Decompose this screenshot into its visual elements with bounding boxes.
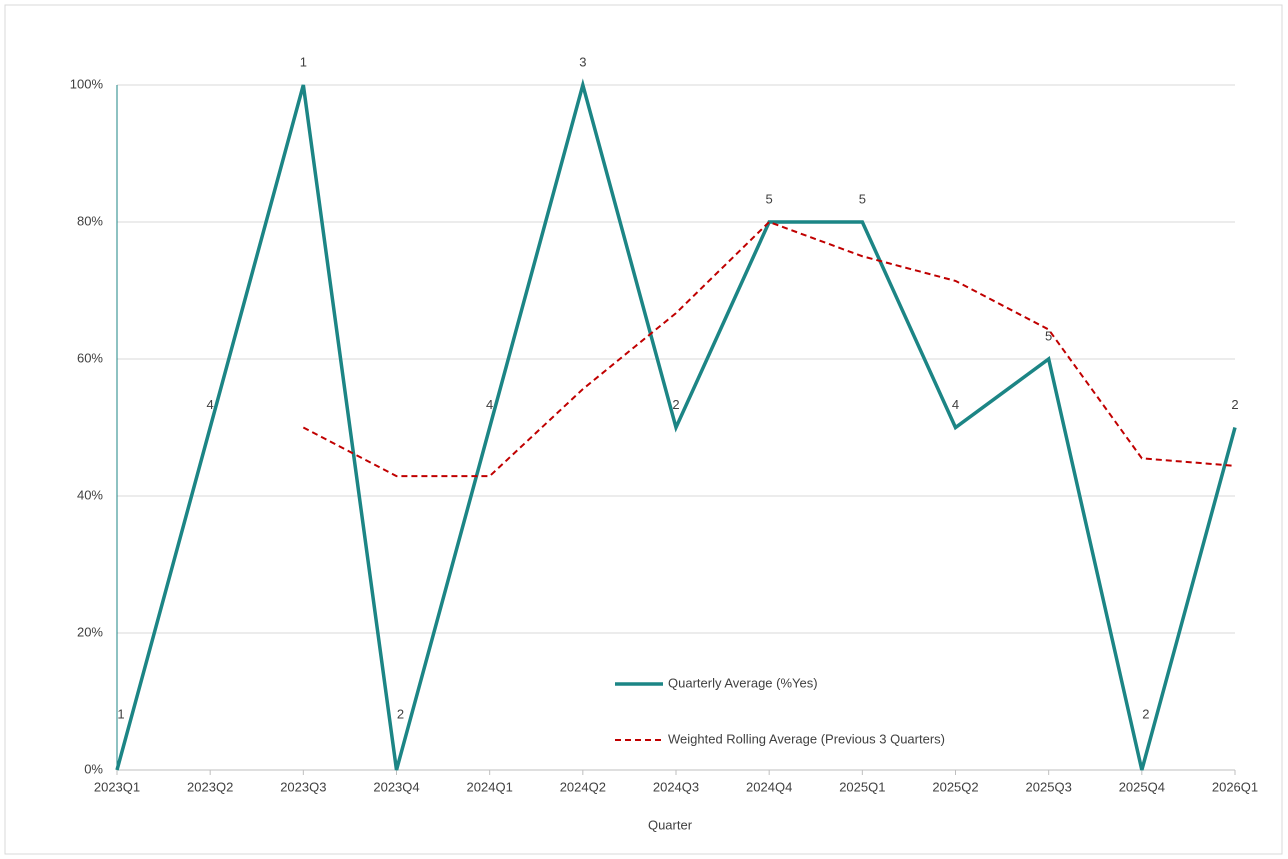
data-label: 4 <box>207 397 214 412</box>
data-label: 4 <box>952 397 959 412</box>
data-label: 2 <box>1231 397 1238 412</box>
y-tick-label: 100% <box>70 76 104 91</box>
x-tick-label: 2025Q2 <box>932 779 978 794</box>
x-tick-label: 2023Q4 <box>373 779 419 794</box>
series-line <box>302 220 1236 478</box>
legend-label: Quarterly Average (%Yes) <box>668 675 818 690</box>
data-label: 5 <box>766 191 773 206</box>
x-tick-label: 2024Q3 <box>653 779 699 794</box>
y-tick-label: 20% <box>77 624 103 639</box>
data-label: 2 <box>1142 706 1149 721</box>
data-label: 3 <box>579 54 586 69</box>
x-tick-label: 2023Q2 <box>187 779 233 794</box>
x-tick-label: 2024Q2 <box>560 779 606 794</box>
data-label: 1 <box>117 706 124 721</box>
data-label: 2 <box>397 706 404 721</box>
y-tick-label: 80% <box>77 213 103 228</box>
series-line <box>115 78 1237 771</box>
data-label: 1 <box>300 54 307 69</box>
x-tick-label: 2023Q1 <box>94 779 140 794</box>
x-tick-label: 2025Q3 <box>1026 779 1072 794</box>
y-tick-label: 60% <box>77 350 103 365</box>
data-label: 5 <box>1045 328 1052 343</box>
data-label: 5 <box>859 191 866 206</box>
x-tick-label: 2025Q4 <box>1119 779 1165 794</box>
data-label: 4 <box>486 397 493 412</box>
x-axis-title: Quarter <box>648 817 693 832</box>
legend-label: Weighted Rolling Average (Previous 3 Qua… <box>668 731 945 746</box>
y-tick-label: 0% <box>84 761 103 776</box>
x-tick-label: 2024Q4 <box>746 779 792 794</box>
chart-border <box>4 4 1283 855</box>
y-tick-label: 40% <box>77 487 103 502</box>
x-tick-label: 2023Q3 <box>280 779 326 794</box>
x-tick-label: 2025Q1 <box>839 779 885 794</box>
x-tick-label: 2026Q1 <box>1212 779 1258 794</box>
data-label: 2 <box>672 397 679 412</box>
x-tick-label: 2024Q1 <box>467 779 513 794</box>
